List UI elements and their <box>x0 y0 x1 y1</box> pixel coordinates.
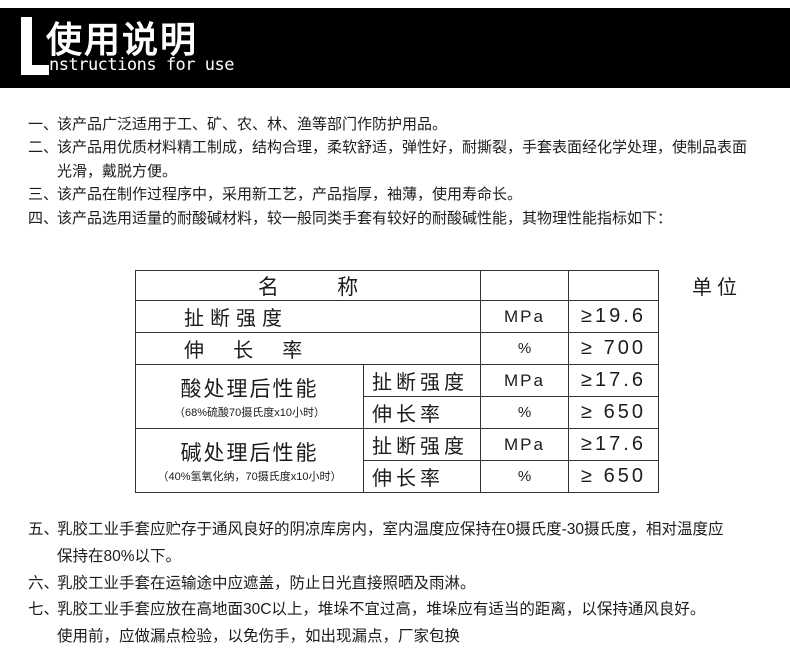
group-title: 碱处理后性能 <box>180 442 319 465</box>
table-header-unit-cell <box>481 271 569 301</box>
table-subrow-name: 扯断强度 <box>364 429 481 461</box>
item-number: 七、 <box>28 601 60 619</box>
item-number: 二、 <box>28 139 59 157</box>
big-letter-l-icon <box>21 65 49 75</box>
item-number: 一、 <box>28 116 59 133</box>
table-subrow-value: ≥ 650 <box>569 461 659 493</box>
list-item: 七、 乳胶工业手套应放在高地面30C以上，堆垛不宜过高，堆垛应有适当的距离，以保… <box>28 597 778 651</box>
item-number: 四、 <box>28 209 59 227</box>
item-text: 该产品用优质材料精工制成，结构合理，柔软舒适，弹性好，耐撕裂，手套表面经化学处理… <box>57 139 748 157</box>
table-group-acid: 酸处理后性能 （68%硫酸70摄氏度x10小时） <box>136 365 364 429</box>
table-subrow-unit: % <box>481 461 569 493</box>
page-title-english: nstructions for use <box>49 55 234 75</box>
table-subrow-unit: MPa <box>481 365 569 397</box>
item-number: 五、 <box>28 521 60 538</box>
intro-list: 一、 该产品广泛适用于工、矿、农、林、渔等部门作防护用品。 二、 该产品用优质材… <box>28 113 778 230</box>
title-banner: 使用说明 nstructions for use <box>0 8 790 88</box>
group-note: （40%氢氧化纳，70摄氏度x10小时） <box>157 471 342 483</box>
table-subrow-value: ≥17.6 <box>569 429 659 461</box>
table-row-value: ≥19.6 <box>569 301 659 333</box>
group-title: 酸处理后性能 <box>180 378 319 401</box>
table-row-unit: % <box>481 333 569 365</box>
table-subrow-value: ≥17.6 <box>569 365 659 397</box>
table-subrow-name: 扯断强度 <box>364 365 481 397</box>
list-item: 一、 该产品广泛适用于工、矿、农、林、渔等部门作防护用品。 <box>28 113 778 136</box>
item-number: 六、 <box>28 574 60 592</box>
item-text: 使用前，应做漏点检验，以免伤手，如出现漏点，厂家包换 <box>57 628 461 646</box>
list-item: 五、 乳胶工业手套应贮存于通风良好的阴凉库房内，室内温度应保持在0摄氏度-30摄… <box>28 517 778 571</box>
item-text: 乳胶工业手套应放在高地面30C以上，堆垛不宜过高，堆垛应有适当的距离，以保持通风… <box>57 601 706 619</box>
table-row-unit: MPa <box>481 301 569 333</box>
item-text: 保持在80%以下。 <box>57 547 182 565</box>
list-item: 六、 乳胶工业手套在运输途中应遮盖，防止日光直接照晒及雨淋。 <box>28 571 778 598</box>
table-header-value-cell <box>569 271 659 301</box>
spec-table: 名 称 扯断强度 MPa ≥19.6 伸 长 率 % ≥ 700 酸处理后性能 … <box>135 270 659 493</box>
table-header-name: 名 称 <box>136 271 481 301</box>
table-subrow-name: 伸长率 <box>364 461 481 493</box>
item-text: 该产品选用适量的耐酸碱材料，较一般同类手套有较好的耐酸碱性能，其物理性能指标如下… <box>57 209 673 227</box>
unit-column-label: 单位 <box>692 277 742 299</box>
list-item: 二、 该产品用优质材料精工制成，结构合理，柔软舒适，弹性好，耐撕裂，手套表面经化… <box>28 136 778 183</box>
table-subrow-value: ≥ 650 <box>569 397 659 429</box>
table-subrow-unit: % <box>481 397 569 429</box>
storage-list: 五、 乳胶工业手套应贮存于通风良好的阴凉库房内，室内温度应保持在0摄氏度-30摄… <box>28 517 778 651</box>
list-item: 四、 该产品选用适量的耐酸碱材料，较一般同类手套有较好的耐酸碱性能，其物理性能指… <box>28 207 778 230</box>
item-text: 该产品在制作过程序中，采用新工艺，产品指厚，袖薄，使用寿命长。 <box>57 186 523 204</box>
table-subrow-name: 伸长率 <box>364 397 481 429</box>
table-subrow-unit: MPa <box>481 429 569 461</box>
big-letter-l-icon <box>21 17 32 75</box>
item-text: 乳胶工业手套应贮存于通风良好的阴凉库房内，室内温度应保持在0摄氏度-30摄氏度，… <box>57 521 724 538</box>
item-number: 三、 <box>28 186 59 204</box>
table-group-alkali: 碱处理后性能 （40%氢氧化纳，70摄氏度x10小时） <box>136 429 364 493</box>
item-text: 该产品广泛适用于工、矿、农、林、渔等部门作防护用品。 <box>57 116 448 133</box>
item-text: 乳胶工业手套在运输途中应遮盖，防止日光直接照晒及雨淋。 <box>57 574 476 592</box>
list-item: 三、 该产品在制作过程序中，采用新工艺，产品指厚，袖薄，使用寿命长。 <box>28 183 778 206</box>
item-text: 光滑，戴脱方便。 <box>57 162 178 180</box>
page-title-chinese: 使用说明 <box>46 19 199 60</box>
table-row-name: 伸 长 率 <box>136 333 481 365</box>
table-row-value: ≥ 700 <box>569 333 659 365</box>
table-row-name: 扯断强度 <box>136 301 481 333</box>
group-note: （68%硫酸70摄氏度x10小时） <box>174 407 325 419</box>
